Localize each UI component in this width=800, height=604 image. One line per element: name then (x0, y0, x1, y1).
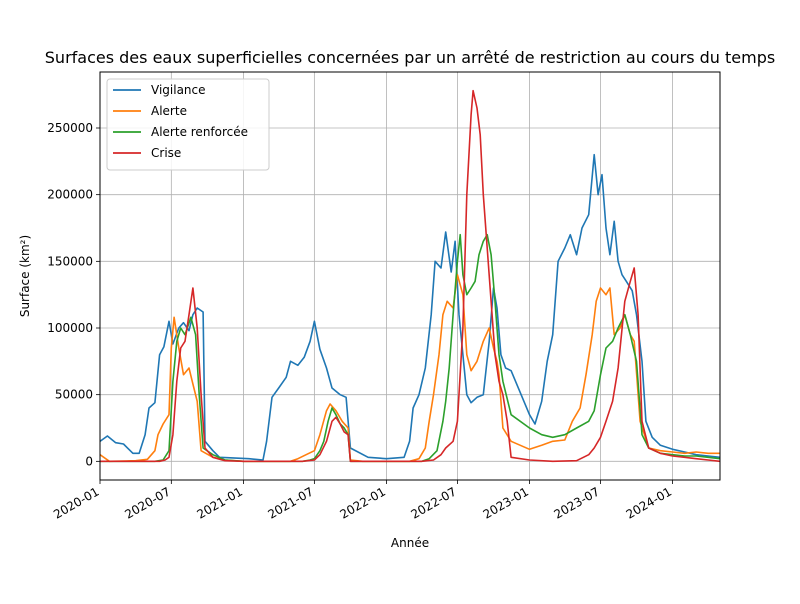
x-axis: 2020-01 2020-07 2021-01 2021-07 2022-01 2022-… (51, 480, 674, 522)
legend-label: Alerte renforcée (151, 125, 248, 139)
chart-title: Surfaces des eaux superficielles concern… (45, 48, 775, 67)
series-line-1 (100, 273, 720, 463)
series-line-3 (100, 89, 720, 463)
y-axis-label: Surface (km²) (18, 235, 32, 317)
plot-frame (99, 71, 721, 481)
y-tick-label: 100000 (47, 321, 93, 335)
legend-label: Crise (151, 146, 181, 160)
x-tick-label: 2023-07 (552, 484, 602, 521)
x-tick-label: 2021-07 (265, 484, 315, 521)
series-lines (100, 89, 720, 463)
legend: Vigilance Alerte Alerte renforcée Crise (106, 78, 270, 171)
legend-label: Vigilance (151, 83, 206, 97)
series-line-2 (100, 233, 720, 463)
x-tick-label: 2024-01 (624, 484, 674, 521)
y-tick-label: 50000 (55, 388, 93, 402)
series-line-0 (100, 153, 720, 461)
x-axis-label: Année (391, 536, 429, 550)
y-tick-label: 150000 (47, 254, 93, 268)
y-tick-label: 0 (85, 454, 93, 468)
y-axis: 0 50000 100000 150000 200000 250000 (47, 121, 100, 468)
x-tick-label: 2020-01 (51, 484, 101, 521)
x-tick-label: 2021-01 (195, 484, 245, 521)
legend-box (106, 78, 270, 171)
x-tick-label: 2022-07 (408, 484, 458, 521)
y-tick-label: 250000 (47, 121, 93, 135)
y-tick-label: 200000 (47, 188, 93, 202)
legend-label: Alerte (151, 104, 187, 118)
x-tick-label: 2023-01 (481, 484, 531, 521)
x-tick-label: 2022-01 (338, 484, 388, 521)
x-tick-label: 2020-07 (122, 484, 172, 521)
